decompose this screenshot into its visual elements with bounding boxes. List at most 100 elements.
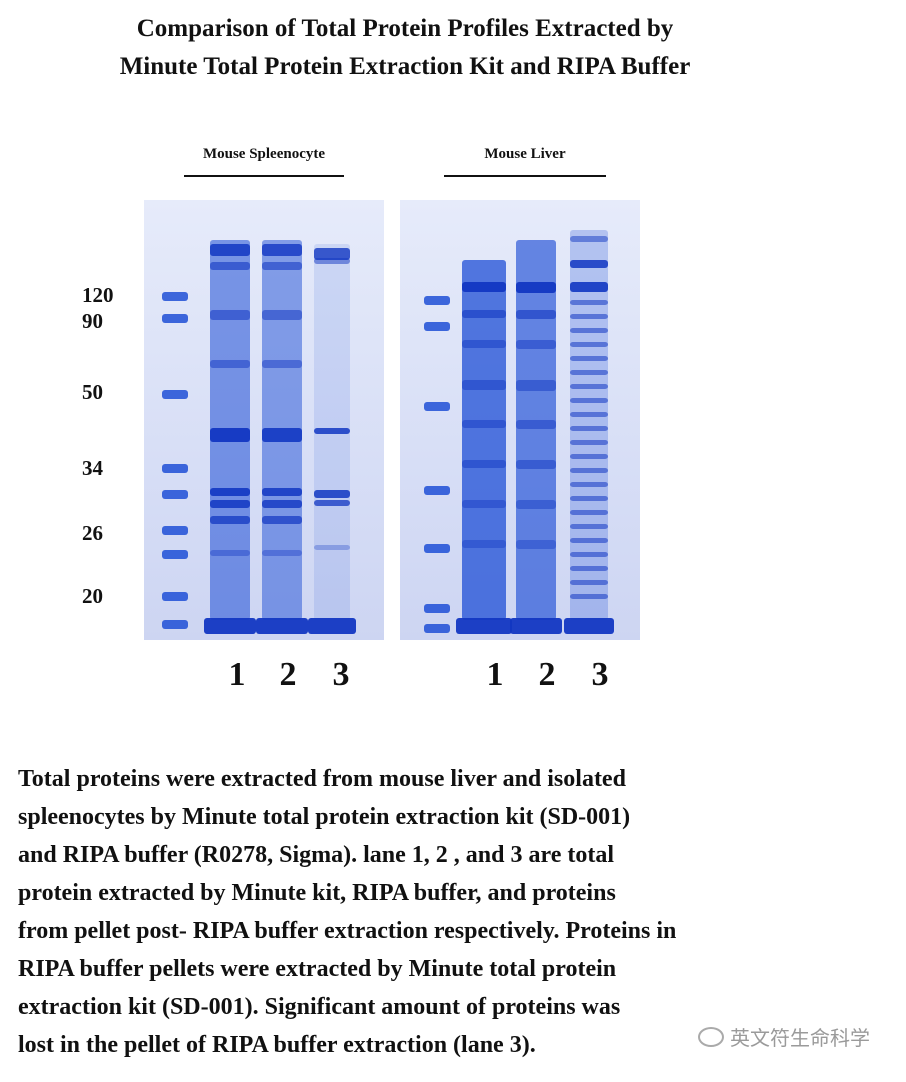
gel-bands-liver	[424, 230, 614, 634]
ladder-band	[162, 390, 188, 399]
lane-band	[570, 370, 608, 375]
lane-band	[570, 236, 608, 242]
lane-band	[210, 244, 250, 256]
gel-label-spleenocyte-text: Mouse Spleenocyte	[202, 146, 326, 162]
lane-band	[570, 496, 608, 501]
lane-band	[262, 262, 302, 270]
ladder-band	[162, 526, 188, 535]
lane-band	[570, 510, 608, 515]
figure-title: Comparison of Total Protein Profiles Ext…	[0, 10, 810, 86]
watermark-text: 英文符生命科学	[730, 1026, 870, 1050]
lane-band	[262, 488, 302, 496]
dye-front	[308, 618, 356, 634]
ladder-band	[162, 314, 188, 323]
figure-caption: Total proteins were extracted from mouse…	[18, 766, 677, 1058]
ladder-band	[424, 296, 450, 305]
lane-band	[570, 552, 608, 557]
marker-label-90: 90	[82, 309, 103, 333]
dye-front	[204, 618, 256, 634]
ladder-band	[162, 592, 188, 601]
lane-band	[570, 300, 608, 305]
lane-number: 3	[591, 656, 609, 693]
gel-bands-spleenocyte	[162, 240, 356, 634]
lane-band	[262, 310, 302, 320]
lane-band	[570, 482, 608, 487]
lane-number: 2	[538, 656, 556, 693]
wechat-icon	[698, 1026, 724, 1047]
lane-band	[570, 468, 608, 473]
marker-label-34: 34	[82, 456, 103, 480]
lane-band	[570, 594, 608, 599]
lane-band	[210, 516, 250, 524]
marker-label-26: 26	[82, 521, 103, 545]
ladder-band	[162, 464, 188, 473]
lane-smear	[516, 240, 556, 620]
ladder-band	[162, 620, 188, 629]
dye-front	[564, 618, 614, 634]
lane-band	[570, 412, 608, 417]
title-line-1: Comparison of Total Protein Profiles Ext…	[136, 15, 674, 42]
ladder-band	[424, 544, 450, 553]
marker-label-20: 20	[82, 584, 103, 608]
lane-band	[262, 360, 302, 368]
lane-band	[570, 538, 608, 543]
ladder-band	[424, 624, 450, 633]
gel-label-spleenocyte: Mouse Spleenocyte	[178, 146, 350, 177]
lane-band	[210, 550, 250, 556]
lane-band	[570, 328, 608, 333]
lane-band	[314, 500, 350, 506]
lane-band	[462, 340, 506, 348]
lane-band	[570, 580, 608, 585]
lane-band	[570, 314, 608, 319]
dye-front	[256, 618, 308, 634]
lane-band	[262, 516, 302, 524]
ladder-band	[162, 490, 188, 499]
lane-band	[516, 500, 556, 509]
lane-number: 3	[332, 656, 350, 693]
lane-band	[516, 420, 556, 429]
lane-band	[570, 260, 608, 268]
ladder-band	[424, 604, 450, 613]
lane-number: 1	[228, 656, 246, 693]
lane-band	[210, 428, 250, 442]
lane-band	[262, 244, 302, 256]
lane-band	[462, 420, 506, 428]
gel-image-liver	[400, 200, 640, 640]
lane-band	[516, 380, 556, 391]
lane-number: 2	[279, 656, 297, 693]
lane-band	[570, 398, 608, 403]
lane-band	[210, 310, 250, 320]
lane-band	[314, 248, 350, 260]
ladder-band	[162, 292, 188, 301]
lane-band	[314, 428, 350, 434]
lane-band	[210, 500, 250, 508]
lane-band	[262, 500, 302, 508]
lane-band	[462, 540, 506, 548]
lane-band	[262, 550, 302, 556]
lane-band	[516, 340, 556, 349]
ladder-band	[424, 322, 450, 331]
watermark: 英文符生命科学	[698, 1022, 870, 1051]
lane-band	[314, 545, 350, 550]
ladder-band	[162, 550, 188, 559]
lane-band	[570, 356, 608, 361]
lane-band	[462, 460, 506, 468]
gel-label-rule	[444, 175, 606, 177]
lane-band	[516, 282, 556, 293]
lane-band	[570, 566, 608, 571]
lane-band	[516, 460, 556, 469]
lane-band	[210, 488, 250, 496]
lane-band	[570, 342, 608, 347]
lane-band	[314, 490, 350, 498]
lane-band	[314, 258, 350, 264]
title-line-2: Minute Total Protein Extraction Kit and …	[119, 53, 691, 80]
gel-label-liver: Mouse Liver	[444, 146, 606, 177]
lane-band	[462, 310, 506, 318]
lane-band	[262, 428, 302, 442]
ladder-band	[424, 486, 450, 495]
lane-band	[570, 384, 608, 389]
lane-band	[210, 360, 250, 368]
lane-band	[570, 440, 608, 445]
ladder-band	[424, 402, 450, 411]
dye-front	[510, 618, 562, 634]
